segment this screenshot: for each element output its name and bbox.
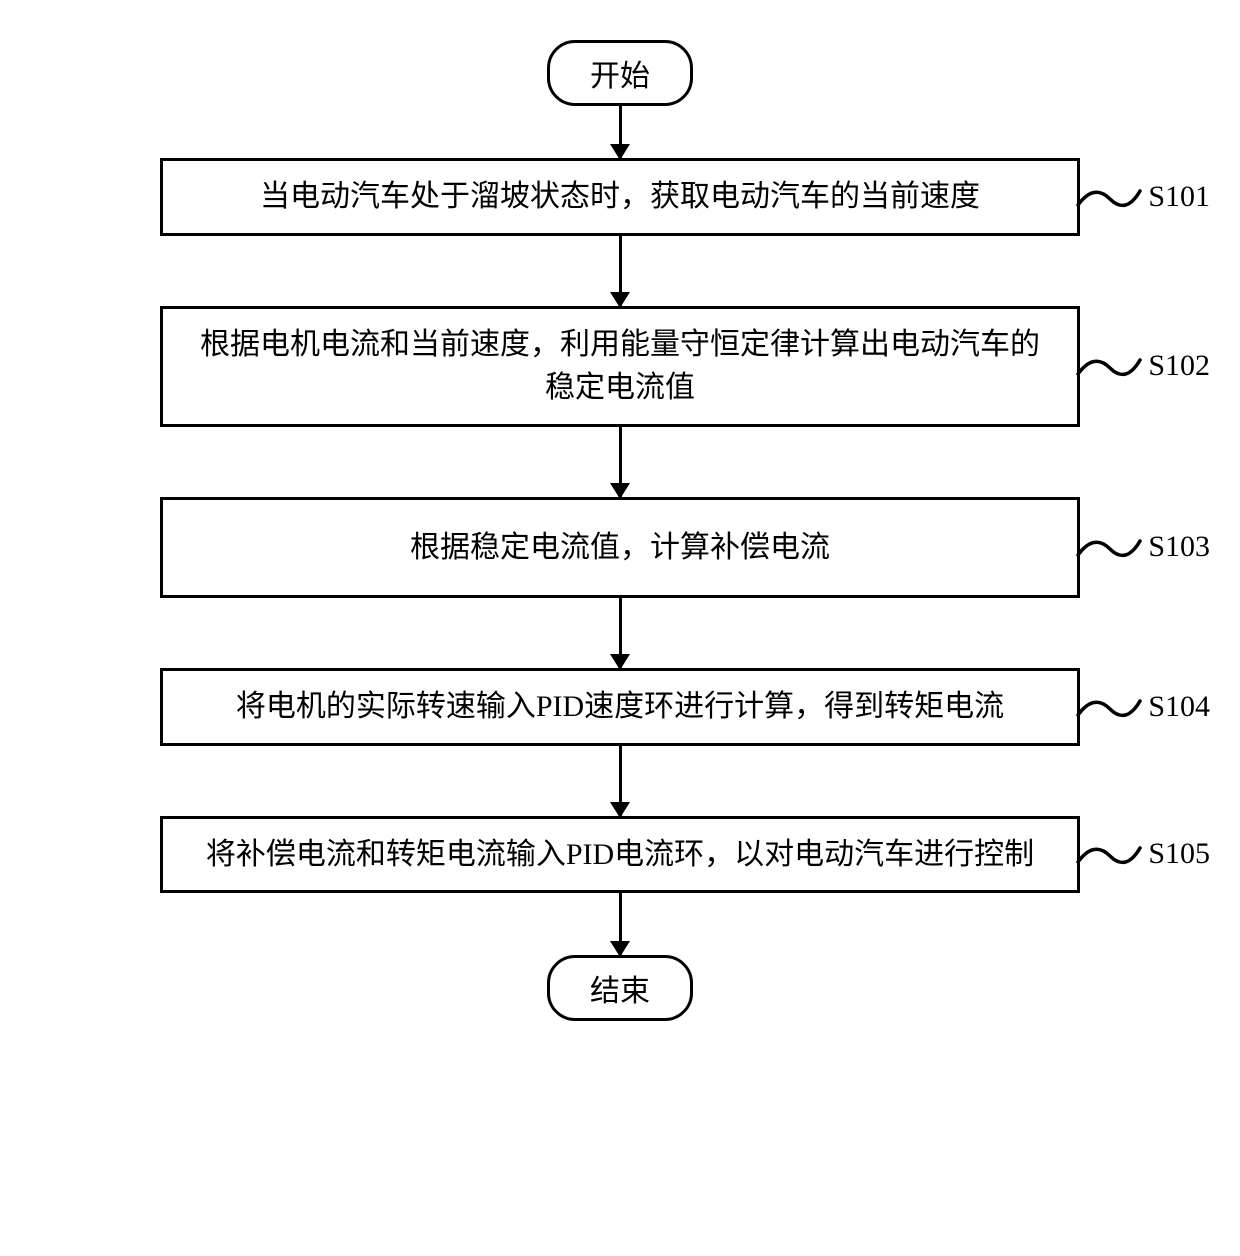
tilde-icon [1076, 348, 1142, 384]
step-wrap: 根据电机电流和当前速度，利用能量守恒定律计算出电动汽车的稳定电流值 S102 [70, 306, 1170, 427]
step-wrap: 将电机的实际转速输入PID速度环进行计算，得到转矩电流 S104 [70, 668, 1170, 746]
step-wrap: 当电动汽车处于溜坡状态时，获取电动汽车的当前速度 S101 [70, 158, 1170, 236]
process-text: 根据稳定电流值，计算补偿电流 [410, 531, 830, 564]
step-label-s102: S102 [1076, 348, 1210, 384]
process-text: 根据电机电流和当前速度，利用能量守恒定律计算出电动汽车的稳定电流值 [200, 328, 1040, 405]
process-s104: 将电机的实际转速输入PID速度环进行计算，得到转矩电流 [160, 668, 1080, 746]
process-text: 当电动汽车处于溜坡状态时，获取电动汽车的当前速度 [260, 180, 980, 213]
process-s103: 根据稳定电流值，计算补偿电流 [160, 497, 1080, 599]
process-text: 将补偿电流和转矩电流输入PID电流环，以对电动汽车进行控制 [206, 838, 1034, 871]
tilde-icon [1076, 179, 1142, 215]
flowchart-container: 开始 当电动汽车处于溜坡状态时，获取电动汽车的当前速度 S101 根据电机电流和… [70, 40, 1170, 1021]
arrow [619, 598, 622, 668]
step-wrap: 根据稳定电流值，计算补偿电流 S103 [70, 497, 1170, 599]
process-s102: 根据电机电流和当前速度，利用能量守恒定律计算出电动汽车的稳定电流值 [160, 306, 1080, 427]
step-id: S103 [1148, 530, 1210, 564]
arrow [619, 746, 622, 816]
step-id: S104 [1148, 690, 1210, 724]
end-terminal: 结束 [547, 955, 693, 1021]
step-id: S102 [1148, 349, 1210, 383]
arrow [619, 106, 622, 158]
step-id: S101 [1148, 180, 1210, 214]
step-id: S105 [1148, 837, 1210, 871]
step-label-s104: S104 [1076, 689, 1210, 725]
step-label-s101: S101 [1076, 179, 1210, 215]
arrow [619, 427, 622, 497]
arrow [619, 893, 622, 955]
step-wrap: 将补偿电流和转矩电流输入PID电流环，以对电动汽车进行控制 S105 [70, 816, 1170, 894]
tilde-icon [1076, 836, 1142, 872]
step-label-s105: S105 [1076, 836, 1210, 872]
step-label-s103: S103 [1076, 529, 1210, 565]
tilde-icon [1076, 689, 1142, 725]
arrow [619, 236, 622, 306]
end-label: 结束 [590, 975, 650, 1008]
process-s105: 将补偿电流和转矩电流输入PID电流环，以对电动汽车进行控制 [160, 816, 1080, 894]
start-label: 开始 [590, 60, 650, 93]
tilde-icon [1076, 529, 1142, 565]
process-text: 将电机的实际转速输入PID速度环进行计算，得到转矩电流 [236, 690, 1004, 723]
process-s101: 当电动汽车处于溜坡状态时，获取电动汽车的当前速度 [160, 158, 1080, 236]
start-terminal: 开始 [547, 40, 693, 106]
